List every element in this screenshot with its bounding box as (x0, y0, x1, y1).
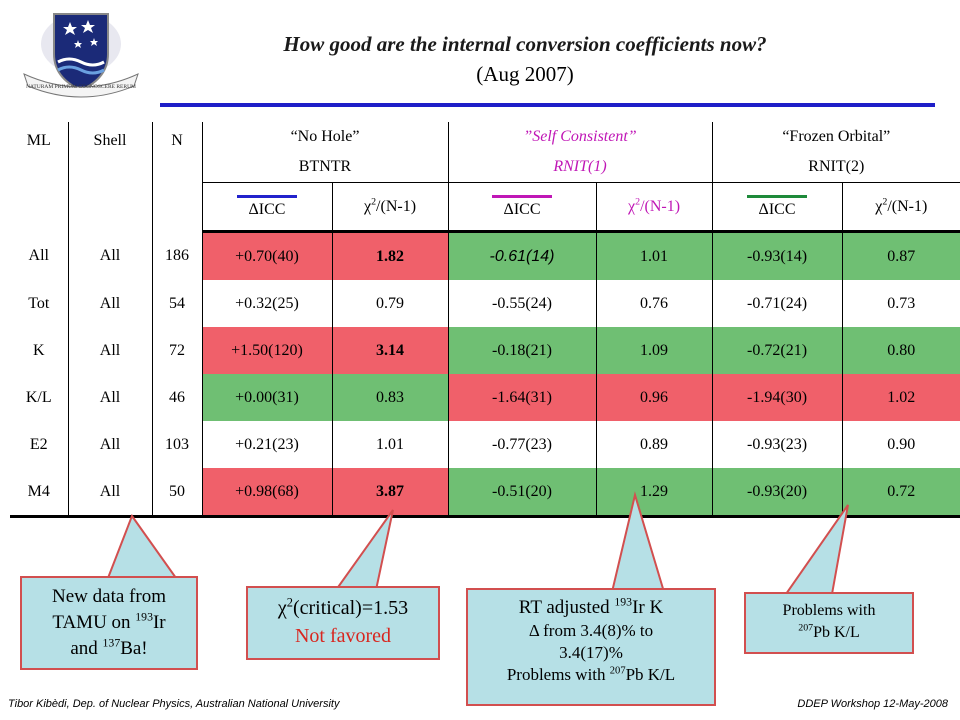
cell-n: 103 (152, 421, 203, 468)
callout-pb-problems: Problems with 207Pb K/L (744, 592, 914, 654)
cell-delta-frozen-orbital: -1.94(30) (712, 374, 843, 421)
cell-delta-self-consistent: -0.51(20) (448, 468, 597, 518)
col-header-shell: Shell (68, 122, 153, 232)
cell-n: 186 (152, 231, 203, 280)
cell-ml: M4 (10, 468, 69, 518)
not-favored-label: Not favored (294, 625, 392, 647)
cell-delta-no-hole: +1.50(120) (202, 327, 333, 374)
cell-chi-frozen-orbital: 1.02 (842, 374, 960, 421)
cell-shell: All (68, 374, 153, 421)
cell-delta-self-consistent: -0.18(21) (448, 327, 597, 374)
table-row: M4 All 50 +0.98(68) 3.87 -0.51(20) 1.29 … (10, 468, 960, 518)
group-self-consistent-line2: RNIT(1) (448, 152, 713, 183)
callout-chi-critical: χ2(critical)=1.53 Not favored (246, 586, 440, 660)
cell-n: 50 (152, 468, 203, 518)
cell-chi-no-hole: 1.82 (332, 231, 449, 280)
cell-shell: All (68, 231, 153, 280)
cell-chi-frozen-orbital: 0.72 (842, 468, 960, 518)
chi-self-consistent: χ2/(N-1) (596, 182, 713, 233)
pointer-pb-problems (784, 504, 849, 595)
header-row-3: ΔICC χ2/(N-1) ΔICC χ2/(N-1) ΔICC χ2/(N-1… (10, 182, 960, 233)
delta-icc-frozen-orbital: ΔICC (712, 182, 843, 233)
cell-delta-self-consistent: -0.77(23) (448, 421, 597, 468)
icc-comparison-table: ML Shell N “No Hole” ”Self Consistent” “… (10, 122, 960, 518)
cell-chi-no-hole: 1.01 (332, 421, 449, 468)
frozen-orbital-legend-line (747, 194, 808, 198)
cell-delta-no-hole: +0.98(68) (202, 468, 333, 518)
header-row-2: BTNTR RNIT(1) RNIT(2) (10, 152, 960, 183)
cell-delta-self-consistent: -1.64(31) (448, 374, 597, 421)
pointer-tamu (106, 513, 178, 579)
callout-tamu-data: New data from TAMU on 193Ir and 137Ba! (20, 576, 198, 670)
title-rule (160, 103, 935, 107)
callout-rt-adjusted: RT adjusted 193Ir K Δ from 3.4(8)% to 3.… (466, 588, 716, 706)
group-frozen-orbital-line1: “Frozen Orbital” (782, 128, 891, 145)
cell-delta-frozen-orbital: -0.71(24) (712, 280, 843, 327)
cell-chi-frozen-orbital: 0.80 (842, 327, 960, 374)
col-header-ml: ML (10, 122, 69, 232)
table-row: K/L All 46 +0.00(31) 0.83 -1.64(31) 0.96… (10, 374, 960, 421)
self-consistent-legend-line (492, 194, 553, 198)
cell-chi-self-consistent: 0.96 (596, 374, 713, 421)
chi-frozen-orbital: χ2/(N-1) (842, 182, 960, 233)
chi-no-hole: χ2/(N-1) (332, 182, 449, 233)
group-self-consistent-line1: ”Self Consistent” (448, 122, 713, 152)
group-frozen-orbital-line2: RNIT(2) (712, 152, 960, 183)
cell-delta-frozen-orbital: -0.93(23) (712, 421, 843, 468)
cell-delta-no-hole: +0.32(25) (202, 280, 333, 327)
cell-delta-frozen-orbital: -0.72(21) (712, 327, 843, 374)
table-row: Tot All 54 +0.32(25) 0.79 -0.55(24) 0.76… (10, 280, 960, 327)
anu-crest-logo: NATURAM PRIMUM COGNOSCERE RERUM (23, 13, 139, 98)
cell-chi-self-consistent: 0.89 (596, 421, 713, 468)
cell-delta-no-hole: +0.70(40) (202, 231, 333, 280)
cell-ml: K/L (10, 374, 69, 421)
delta-icc-no-hole: ΔICC (202, 182, 333, 233)
cell-chi-self-consistent: 1.29 (596, 468, 713, 518)
cell-delta-frozen-orbital: -0.93(14) (712, 231, 843, 280)
cell-delta-no-hole: +0.00(31) (202, 374, 333, 421)
group-no-hole-line1: “No Hole” (202, 122, 449, 152)
slide-subtitle: (Aug 2007) (476, 62, 574, 86)
cell-ml: Tot (10, 280, 69, 327)
cell-delta-no-hole: +0.21(23) (202, 421, 333, 468)
pointer-chi-critical (334, 509, 394, 591)
cell-chi-no-hole: 3.87 (332, 468, 449, 518)
cell-chi-frozen-orbital: 0.73 (842, 280, 960, 327)
cell-n: 72 (152, 327, 203, 374)
cell-shell: All (68, 280, 153, 327)
group-no-hole-line2: BTNTR (202, 152, 449, 183)
footer-event: DDEP Workshop 12-May-2008 (797, 698, 948, 710)
table-row: All All 186 +0.70(40) 1.82 -0.61(14) 1.0… (10, 231, 960, 280)
cell-delta-frozen-orbital: -0.93(20) (712, 468, 843, 518)
col-header-n: N (152, 122, 203, 232)
footer-author: Tibor Kibèdi, Dep. of Nuclear Physics, A… (8, 698, 340, 710)
cell-chi-no-hole: 3.14 (332, 327, 449, 374)
cell-chi-no-hole: 0.83 (332, 374, 449, 421)
cell-ml: All (10, 231, 69, 280)
cell-chi-frozen-orbital: 0.90 (842, 421, 960, 468)
cell-shell: All (68, 468, 153, 518)
cell-ml: E2 (10, 421, 69, 468)
cell-chi-frozen-orbital: 0.87 (842, 231, 960, 280)
cell-chi-no-hole: 0.79 (332, 280, 449, 327)
cell-delta-self-consistent: -0.61(14) (448, 231, 597, 280)
slide-title: How good are the internal conversion coe… (283, 32, 767, 56)
cell-n: 54 (152, 280, 203, 327)
delta-icc-self-consistent: ΔICC (448, 182, 597, 233)
cell-chi-self-consistent: 1.09 (596, 327, 713, 374)
table-row: K All 72 +1.50(120) 3.14 -0.18(21) 1.09 … (10, 327, 960, 374)
header-row-1: ML Shell N “No Hole” ”Self Consistent” “… (10, 122, 960, 232)
svg-text:NATURAM PRIMUM COGNOSCERE RERU: NATURAM PRIMUM COGNOSCERE RERUM (26, 84, 136, 90)
cell-shell: All (68, 421, 153, 468)
cell-chi-self-consistent: 0.76 (596, 280, 713, 327)
cell-delta-self-consistent: -0.55(24) (448, 280, 597, 327)
cell-ml: K (10, 327, 69, 374)
table-row: E2 All 103 +0.21(23) 1.01 -0.77(23) 0.89… (10, 421, 960, 468)
cell-n: 46 (152, 374, 203, 421)
cell-shell: All (68, 327, 153, 374)
cell-chi-self-consistent: 1.01 (596, 231, 713, 280)
no-hole-legend-line (237, 194, 297, 198)
